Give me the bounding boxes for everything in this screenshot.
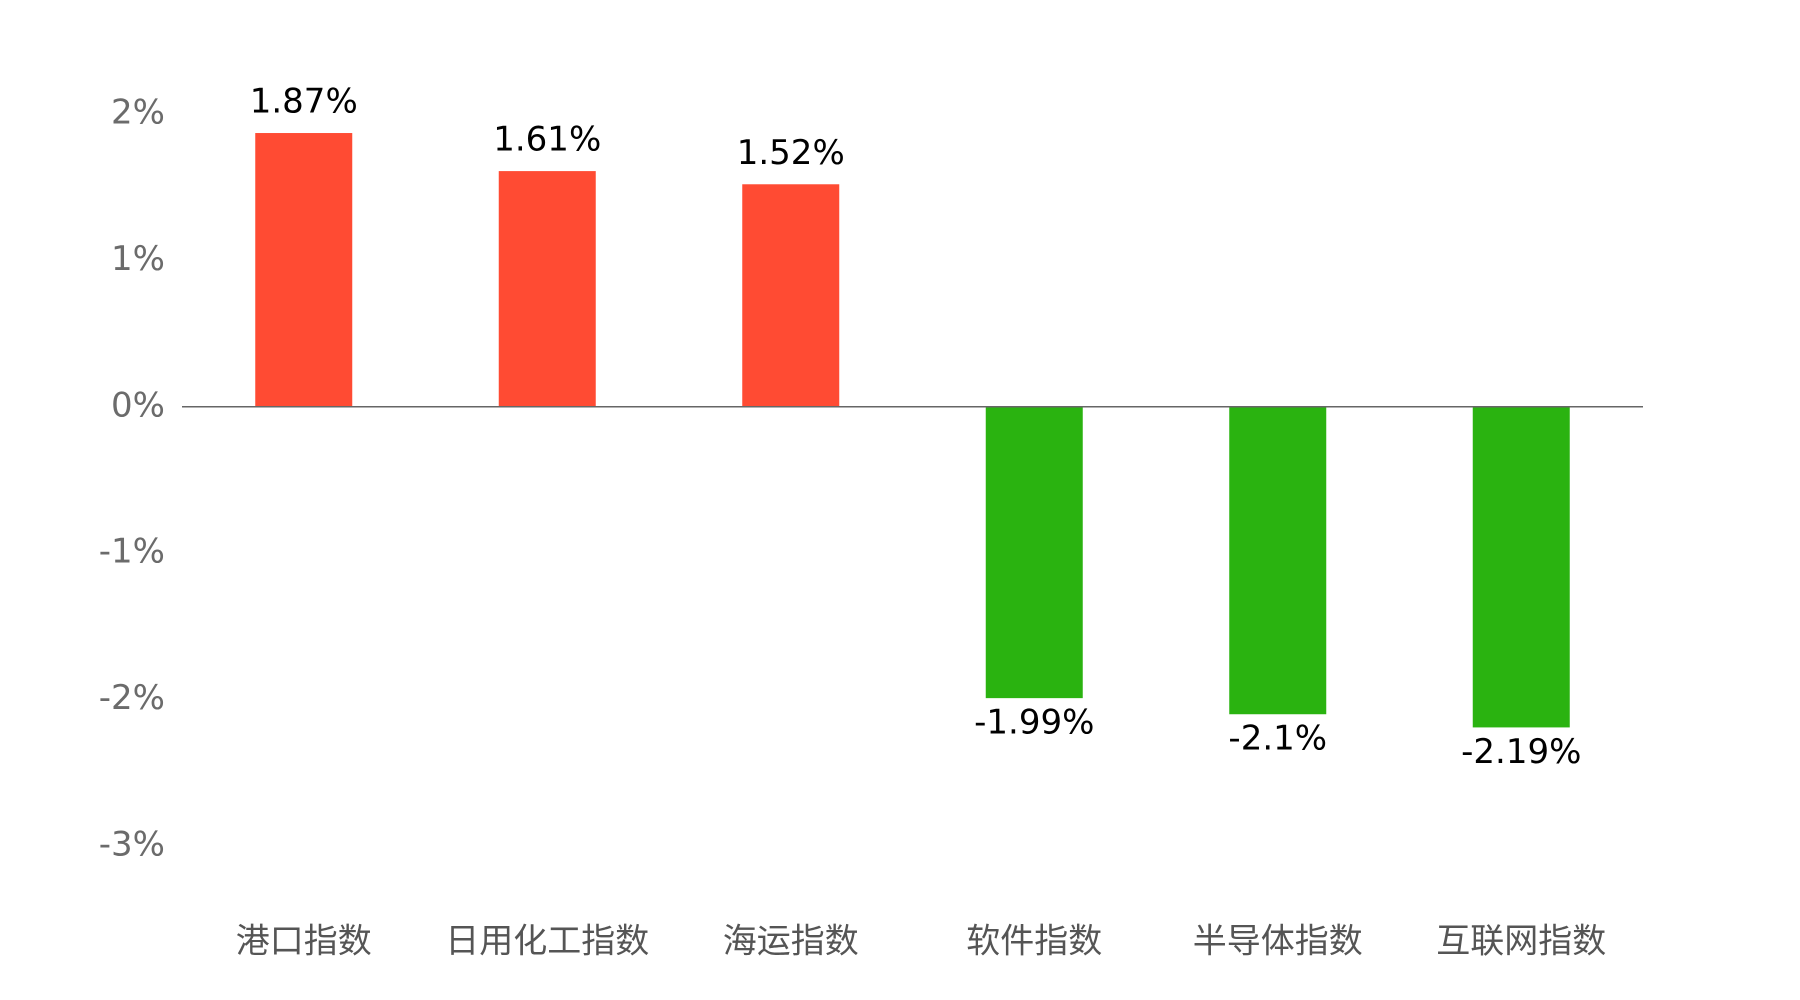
x-tick-label: 港口指数	[236, 922, 372, 962]
y-tick-label: -2%	[99, 678, 165, 718]
bar	[498, 171, 596, 407]
value-label: 1.61%	[493, 120, 601, 160]
bar	[1229, 406, 1327, 715]
x-tick-label: 日用化工指数	[445, 922, 649, 962]
y-tick-label: 1%	[111, 239, 165, 279]
bar	[985, 406, 1083, 699]
value-label: 1.52%	[737, 133, 845, 173]
y-tick-label: -3%	[99, 825, 165, 865]
x-tick-label: 半导体指数	[1193, 922, 1363, 962]
bar	[1472, 406, 1570, 728]
value-label: -2.1%	[1228, 719, 1327, 759]
bar	[742, 184, 840, 407]
value-label: -2.19%	[1461, 732, 1581, 772]
x-tick-label: 海运指数	[723, 922, 859, 962]
value-label: 1.87%	[250, 82, 358, 122]
value-label: -1.99%	[974, 703, 1094, 743]
y-tick-label: 2%	[111, 93, 165, 133]
x-tick-label: 软件指数	[966, 922, 1102, 962]
y-tick-label: 0%	[111, 385, 165, 425]
y-tick-label: -1%	[99, 532, 165, 572]
x-tick-label: 互联网指数	[1436, 922, 1606, 962]
bar	[255, 133, 353, 407]
